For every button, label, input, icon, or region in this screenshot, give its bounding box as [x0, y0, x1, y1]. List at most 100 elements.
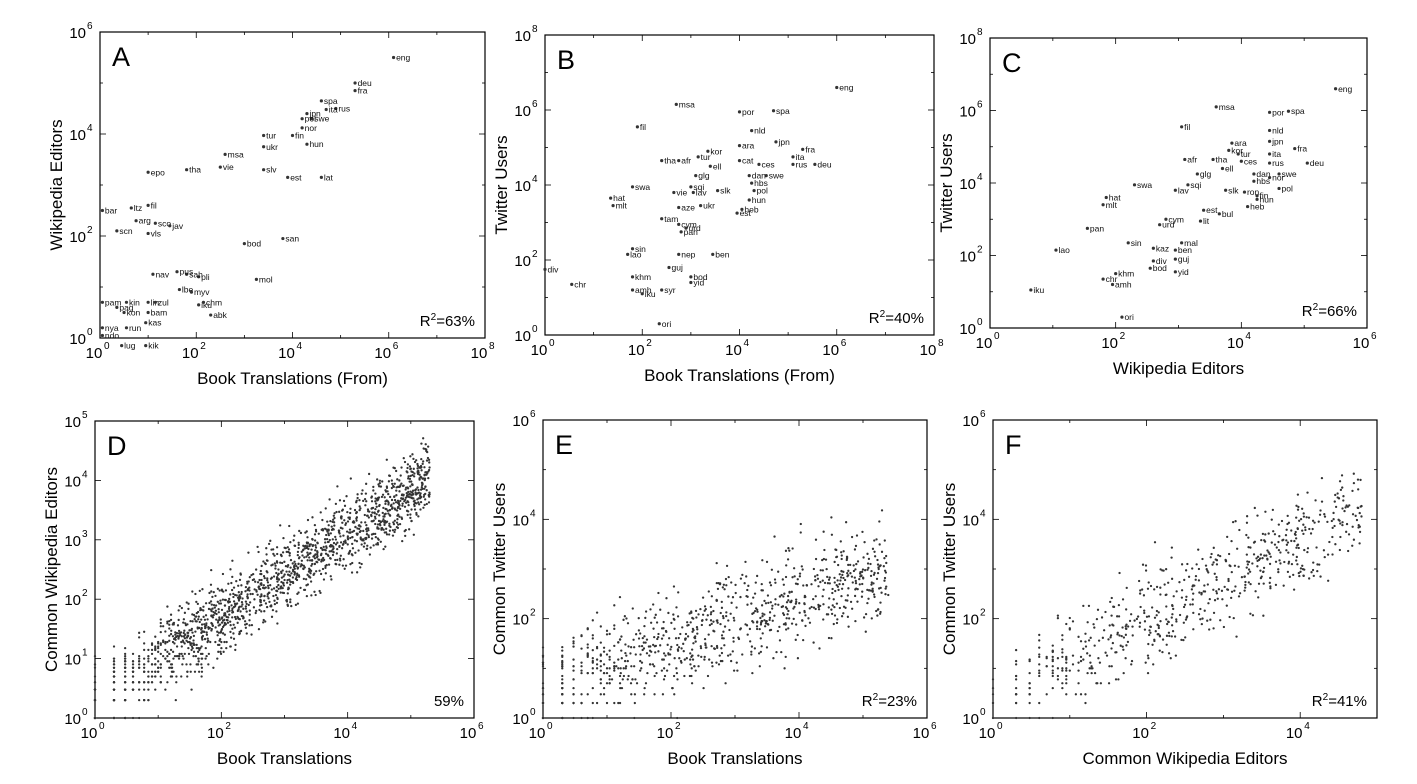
pair-point	[154, 657, 157, 660]
pair-point	[692, 629, 695, 632]
pair-point	[310, 564, 313, 567]
pair-point	[334, 543, 338, 546]
pair-point	[93, 681, 97, 684]
data-point-deu	[813, 162, 817, 166]
pair-point	[370, 496, 373, 499]
pair-point	[275, 577, 279, 581]
pair-point	[801, 568, 804, 571]
data-point-msa	[1214, 105, 1218, 109]
x-tick-label: 10	[628, 342, 645, 359]
pair-point	[775, 651, 778, 654]
data-point-pan	[1085, 226, 1089, 230]
point-label-fin: fin	[295, 131, 304, 141]
pair-point	[157, 645, 160, 648]
pair-point	[413, 504, 416, 508]
pair-point	[1192, 628, 1195, 631]
pair-point	[1192, 611, 1195, 615]
x-tick-label: 10	[920, 342, 937, 359]
pair-point	[699, 646, 703, 650]
pair-point	[330, 578, 333, 581]
pair-point	[1338, 548, 1342, 552]
pair-point	[1089, 661, 1092, 664]
pair-point	[758, 665, 761, 668]
pair-point	[418, 503, 421, 506]
pair-point	[157, 646, 160, 650]
pair-point	[1351, 544, 1354, 547]
pair-point	[370, 520, 373, 523]
pair-point	[276, 561, 279, 564]
pair-point	[219, 602, 223, 605]
pair-point	[697, 654, 700, 657]
pair-point	[292, 565, 296, 569]
pair-point	[1189, 603, 1192, 606]
pair-point	[233, 626, 237, 629]
pair-point	[327, 532, 330, 535]
pair-point	[855, 562, 858, 566]
pair-point	[1184, 636, 1187, 639]
pair-point	[351, 536, 354, 539]
pair-point	[365, 547, 369, 550]
point-label-tur: tur	[266, 131, 276, 141]
pair-point	[360, 492, 363, 495]
pair-point	[197, 657, 200, 660]
pair-point	[751, 612, 754, 615]
pair-point	[676, 643, 679, 647]
pair-point	[1296, 563, 1299, 566]
pair-point	[392, 502, 395, 505]
pair-point	[396, 478, 399, 481]
y-tick-exponent: 5	[82, 410, 88, 421]
pair-point	[240, 590, 243, 594]
x-tick-label: 10	[725, 342, 742, 359]
pair-point	[1246, 560, 1249, 563]
pair-point	[190, 629, 193, 632]
pair-point	[827, 636, 831, 640]
pair-point	[835, 602, 839, 605]
pair-point	[251, 592, 254, 596]
pair-point	[787, 547, 790, 550]
data-point-iku	[1029, 288, 1033, 292]
point-label-cym: cym	[681, 219, 697, 229]
pair-point	[1180, 589, 1184, 592]
pair-point	[786, 613, 789, 616]
pair-point	[382, 528, 385, 531]
plot-frame	[99, 31, 486, 339]
pair-point	[1137, 579, 1141, 583]
pair-point	[263, 610, 266, 613]
point-label-urd: urd	[1162, 220, 1175, 230]
pair-point	[862, 616, 866, 619]
pair-point	[413, 499, 416, 502]
pair-point	[617, 641, 620, 644]
pair-point	[180, 635, 183, 638]
pair-point	[561, 682, 564, 685]
point-label-fil: fil	[640, 122, 646, 132]
pair-point	[177, 632, 181, 635]
pair-point	[1208, 628, 1211, 631]
pair-point	[313, 557, 317, 560]
pair-point	[751, 619, 754, 623]
pair-point	[1215, 559, 1219, 562]
pair-point	[1074, 693, 1078, 696]
pair-point	[154, 646, 157, 650]
pair-point	[422, 506, 425, 509]
pair-point	[618, 596, 622, 599]
pair-point	[410, 483, 414, 486]
data-point-eng	[835, 85, 839, 90]
pair-point	[613, 701, 616, 705]
y-tick-label: 10	[959, 249, 976, 266]
pair-point	[197, 660, 200, 663]
pair-point	[234, 617, 237, 621]
x-tick-exponent: 4	[1304, 721, 1310, 732]
pair-point	[317, 532, 320, 535]
pair-point	[1297, 571, 1300, 575]
pair-point	[408, 477, 412, 481]
pair-point	[311, 516, 314, 519]
pair-point	[399, 499, 402, 503]
pair-point	[659, 608, 662, 611]
pair-point	[1184, 569, 1188, 572]
pair-point	[870, 617, 873, 620]
y-tick-label: 10	[64, 592, 81, 609]
point-label-lav: lav	[696, 188, 708, 198]
pair-point	[1153, 616, 1157, 619]
pair-point	[385, 527, 388, 530]
pair-point	[1290, 529, 1293, 532]
